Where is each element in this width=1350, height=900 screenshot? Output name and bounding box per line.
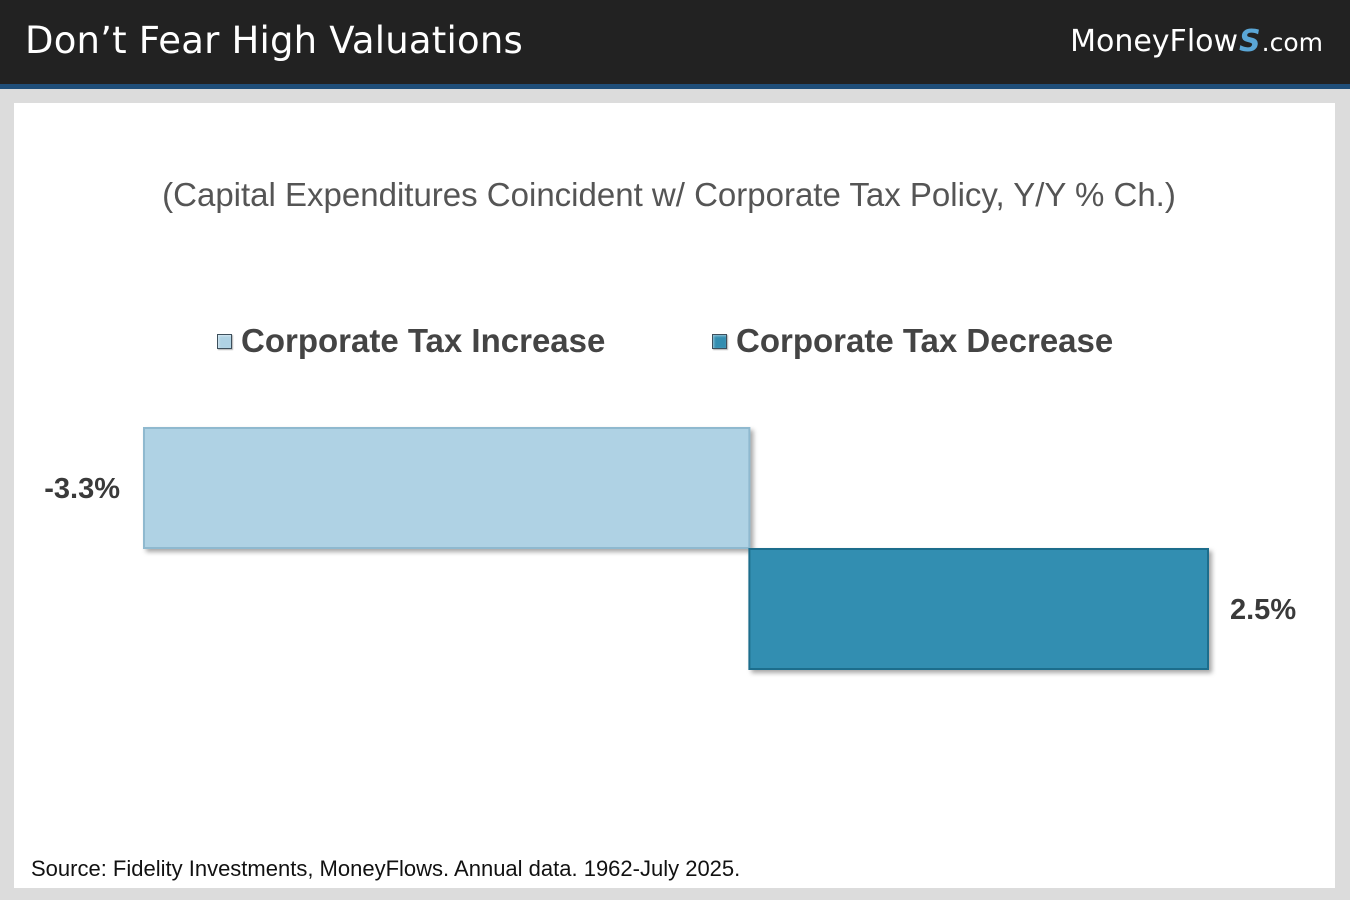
data-label-increase: -3.3%	[44, 473, 120, 505]
legend-label-increase: Corporate Tax Increase	[241, 322, 606, 359]
brand-s-glyph: S	[1239, 24, 1261, 59]
bar-increase	[143, 427, 751, 549]
legend-swatch-increase	[217, 333, 232, 349]
legend-swatch-decrease	[712, 333, 727, 349]
brand-suffix: .com	[1261, 28, 1323, 57]
data-label-decrease: 2.5%	[1230, 594, 1296, 626]
legend-item-increase: Corporate Tax Increase	[217, 322, 605, 360]
source-note: Source: Fidelity Investments, MoneyFlows…	[31, 856, 741, 881]
page-title: Don’t Fear High Valuations	[25, 19, 523, 62]
bar-decrease	[748, 548, 1210, 670]
brand-name: MoneyFlow	[1070, 24, 1239, 59]
chart-legend: Corporate Tax Increase Corporate Tax Dec…	[0, 322, 1350, 362]
legend-label-decrease: Corporate Tax Decrease	[736, 322, 1114, 359]
brand-logo[interactable]: MoneyFlow S .com	[1070, 24, 1323, 59]
header-bar: Don’t Fear High Valuations MoneyFlow S .co…	[0, 0, 1350, 89]
legend-item-decrease: Corporate Tax Decrease	[712, 322, 1113, 360]
chart-subtitle: (Capital Expenditures Coincident w/ Corp…	[162, 176, 1176, 213]
